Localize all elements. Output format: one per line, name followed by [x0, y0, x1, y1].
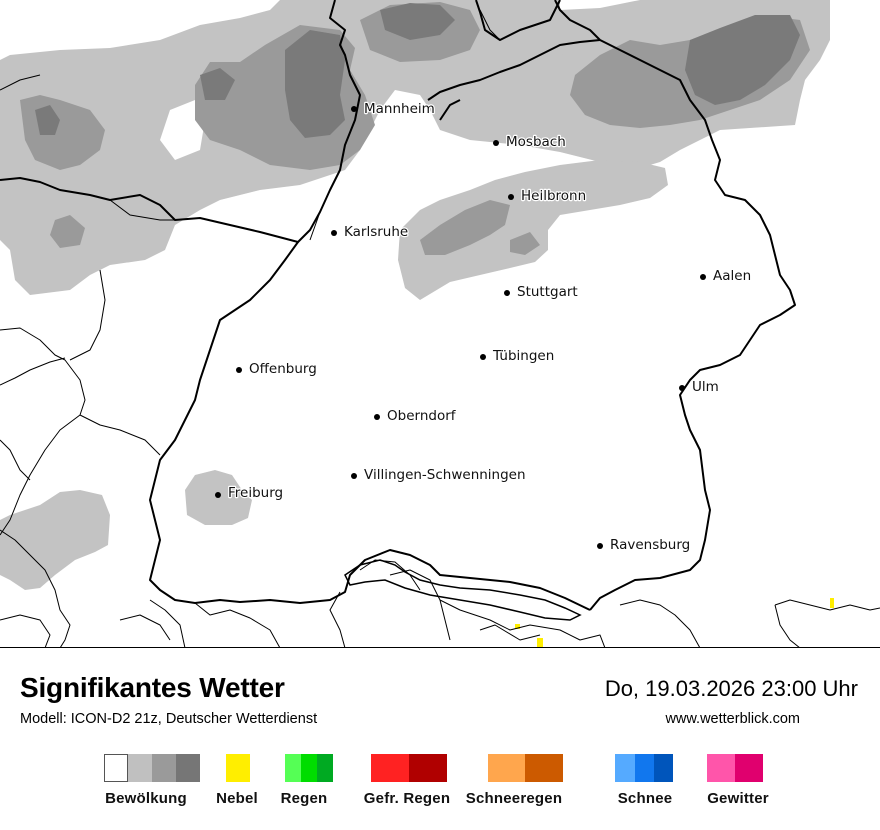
state-borders [0, 0, 796, 611]
city-dot-karlsruhe [331, 230, 337, 236]
legend-swatches [615, 754, 673, 782]
legend-label: Gewitter [707, 790, 769, 807]
legend-group-schneeregen: Schneeregen [466, 754, 563, 807]
city-label-ravensburg: Ravensburg [610, 537, 690, 553]
legend-swatch [317, 754, 333, 782]
city-label-ulm: Ulm [692, 379, 719, 395]
city-label-villingen-schwenningen: Villingen-Schwenningen [364, 467, 526, 483]
legend-swatches [285, 754, 333, 782]
city-label-offenburg: Offenburg [249, 361, 317, 377]
legend-group-bewoelkung: Bewölkung [104, 754, 200, 807]
legend-swatches [488, 754, 563, 782]
city-label-heilbronn: Heilbronn [521, 188, 586, 204]
city-dot-offenburg [236, 367, 242, 373]
legend-swatches [371, 754, 447, 782]
city-dot-heilbronn [508, 194, 514, 200]
legend-swatch [371, 754, 409, 782]
city-label-stuttgart: Stuttgart [517, 284, 578, 300]
legend-group-gewitter: Gewitter [707, 754, 769, 807]
city-label-oberndorf: Oberndorf [387, 408, 457, 424]
legend-swatch [525, 754, 563, 782]
legend-swatch [654, 754, 673, 782]
map-footer: Signifikantes Wetter Modell: ICON-D2 21z… [0, 648, 880, 830]
city-dot-ravensburg [597, 543, 603, 549]
legend-swatch [301, 754, 317, 782]
legend-label: Schneeregen [465, 790, 563, 807]
legend-swatch [615, 754, 635, 782]
model-source: Modell: ICON-D2 21z, Deutscher Wetterdie… [20, 711, 318, 727]
city-dot-oberndorf [374, 414, 380, 420]
city-dot-freiburg [215, 492, 221, 498]
city-dot-ulm [679, 385, 685, 391]
fog-patches [515, 598, 834, 647]
city-dot-stuttgart [504, 290, 510, 296]
website-link[interactable]: www.wetterblick.com [665, 711, 800, 727]
legend-group-regen: Regen [281, 754, 333, 807]
legend-swatches [226, 754, 250, 782]
legend-swatch [176, 754, 200, 782]
legend: Bewölkung Nebel Regen [0, 754, 880, 814]
lake-constance [344, 559, 582, 621]
legend-label: Bewölkung [105, 790, 187, 807]
city-label-freiburg: Freiburg [228, 485, 283, 501]
city-dot-mosbach [493, 140, 499, 146]
city-label-mannheim: Mannheim [364, 101, 435, 117]
legend-label: Regen [280, 790, 328, 807]
cloud-cover-dark [35, 3, 800, 138]
legend-swatch [635, 754, 654, 782]
city-label-karlsruhe: Karlsruhe [344, 224, 408, 240]
page-title: Signifikantes Wetter [20, 672, 285, 703]
legend-swatch [409, 754, 447, 782]
weather-map: Mannheim Mosbach Heilbronn Karlsruhe Aal… [0, 0, 880, 648]
legend-label: Nebel [216, 790, 258, 807]
legend-group-nebel: Nebel [216, 754, 258, 807]
legend-swatch [152, 754, 176, 782]
city-dot-aalen [700, 274, 706, 280]
legend-label: Gefr. Regen [363, 790, 451, 807]
legend-swatch [226, 754, 250, 782]
city-label-tuebingen: Tübingen [492, 348, 554, 364]
forecast-datetime: Do, 19.03.2026 23:00 Uhr [604, 676, 858, 701]
legend-label: Schnee [617, 790, 673, 807]
legend-swatches [104, 754, 200, 782]
legend-swatches [707, 754, 763, 782]
legend-group-schnee: Schnee [615, 754, 673, 807]
legend-swatch [707, 754, 735, 782]
city-dot-villingen-schwenningen [351, 473, 357, 479]
legend-swatch [285, 754, 301, 782]
city-label-aalen: Aalen [713, 268, 751, 284]
national-borders [0, 9, 880, 647]
map-canvas: Mannheim Mosbach Heilbronn Karlsruhe Aal… [0, 0, 880, 647]
legend-swatch [104, 754, 128, 782]
legend-swatch [488, 754, 525, 782]
legend-group-gefr-regen: Gefr. Regen [364, 754, 450, 807]
city-dot-mannheim [351, 106, 357, 112]
city-label-mosbach: Mosbach [506, 134, 566, 150]
legend-swatch [128, 754, 152, 782]
legend-swatch [735, 754, 763, 782]
city-dot-tuebingen [480, 354, 486, 360]
city-labels: Mannheim Mosbach Heilbronn Karlsruhe Aal… [227, 100, 753, 554]
city-markers [215, 106, 706, 549]
